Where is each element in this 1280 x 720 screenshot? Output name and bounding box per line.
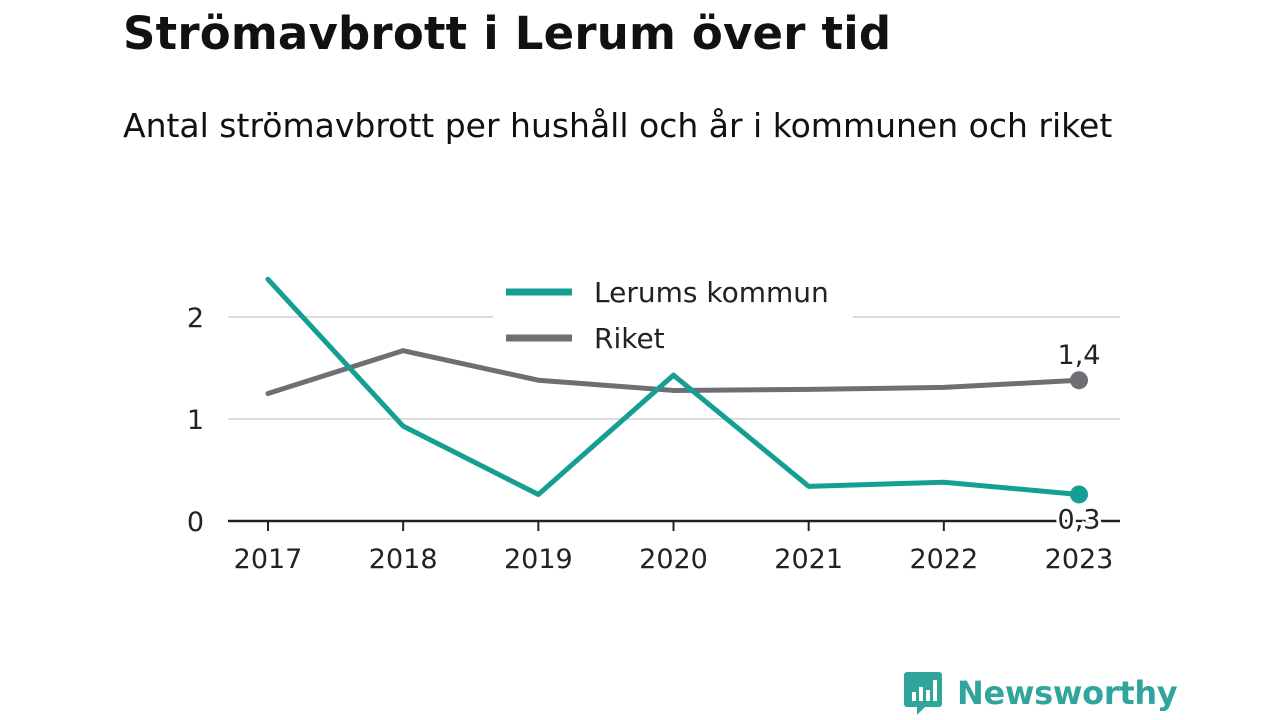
y-tick-label: 0 (187, 507, 204, 538)
x-tick-label: 2020 (639, 544, 708, 575)
x-tick-label: 2021 (774, 544, 843, 575)
brand-name: Newsworthy (957, 674, 1178, 712)
y-tick-label: 2 (187, 303, 204, 334)
series-end-point-riket (1070, 371, 1088, 390)
series-line-lerum (265, 276, 1082, 497)
brand-logo: Newsworthy (903, 670, 1178, 716)
y-tick-label: 1 (187, 405, 204, 436)
series-line-riket (265, 348, 1082, 396)
data-label-riket: 1,4 (1058, 340, 1101, 371)
legend-label-riket: Riket (594, 322, 665, 355)
x-tick-label: 2023 (1045, 544, 1114, 575)
legend-label-lerum: Lerums kommun (594, 276, 829, 309)
x-tick-label: 2022 (909, 544, 978, 575)
chart-title: Strömavbrott i Lerum över tid (123, 7, 892, 60)
x-tick-label: 2017 (234, 544, 303, 575)
data-label-lerum: 0,3 (1058, 504, 1101, 535)
x-tick-label: 2019 (504, 544, 573, 575)
newsworthy-logo-icon (904, 672, 942, 715)
x-tick-label: 2018 (369, 544, 438, 575)
chart-subtitle: Antal strömavbrott per hushåll och år i … (123, 106, 1113, 145)
series-end-point-lerum (1070, 485, 1088, 504)
